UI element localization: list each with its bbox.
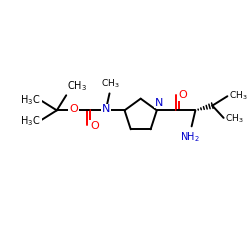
Text: CH$_3$: CH$_3$ [67,80,87,94]
Text: H$_3$C: H$_3$C [20,114,41,128]
Text: O: O [90,121,99,131]
Text: H$_3$C: H$_3$C [20,93,41,107]
Text: CH$_3$: CH$_3$ [101,77,120,90]
Text: N: N [154,98,163,108]
Text: CH$_3$: CH$_3$ [226,112,244,125]
Text: O: O [69,104,78,115]
Text: N: N [102,104,110,115]
Text: CH$_3$: CH$_3$ [229,89,248,102]
Text: O: O [179,90,188,100]
Text: NH$_2$: NH$_2$ [180,130,200,144]
